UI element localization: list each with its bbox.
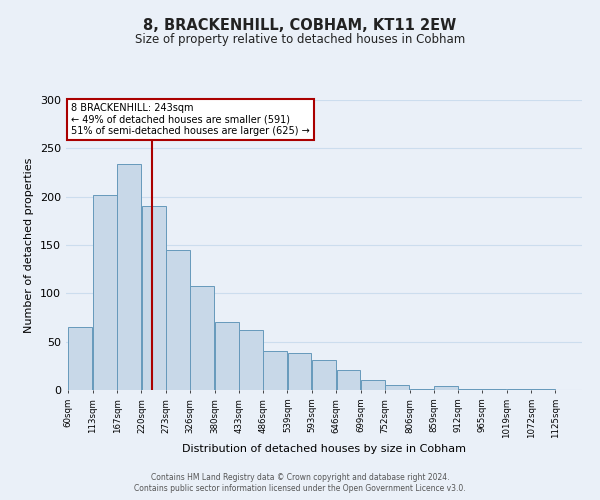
Text: Contains public sector information licensed under the Open Government Licence v3: Contains public sector information licen… <box>134 484 466 493</box>
X-axis label: Distribution of detached houses by size in Cobham: Distribution of detached houses by size … <box>182 444 466 454</box>
Bar <box>361 380 385 390</box>
Bar <box>385 385 409 390</box>
Text: 8 BRACKENHILL: 243sqm
← 49% of detached houses are smaller (591)
51% of semi-det: 8 BRACKENHILL: 243sqm ← 49% of detached … <box>71 103 310 136</box>
Bar <box>142 206 166 390</box>
Bar <box>458 389 482 390</box>
Bar <box>410 389 434 390</box>
Text: Contains HM Land Registry data © Crown copyright and database right 2024.: Contains HM Land Registry data © Crown c… <box>151 472 449 482</box>
Bar <box>287 354 311 390</box>
Bar <box>482 389 506 390</box>
Text: 8, BRACKENHILL, COBHAM, KT11 2EW: 8, BRACKENHILL, COBHAM, KT11 2EW <box>143 18 457 32</box>
Bar <box>68 327 92 390</box>
Bar <box>166 250 190 390</box>
Bar <box>190 286 214 390</box>
Bar <box>507 389 531 390</box>
Bar <box>215 322 239 390</box>
Bar <box>434 386 458 390</box>
Bar <box>263 352 287 390</box>
Y-axis label: Number of detached properties: Number of detached properties <box>25 158 34 332</box>
Bar <box>93 194 116 390</box>
Bar <box>312 360 336 390</box>
Bar <box>337 370 361 390</box>
Bar <box>118 164 141 390</box>
Bar <box>239 330 263 390</box>
Bar <box>532 389 555 390</box>
Text: Size of property relative to detached houses in Cobham: Size of property relative to detached ho… <box>135 32 465 46</box>
